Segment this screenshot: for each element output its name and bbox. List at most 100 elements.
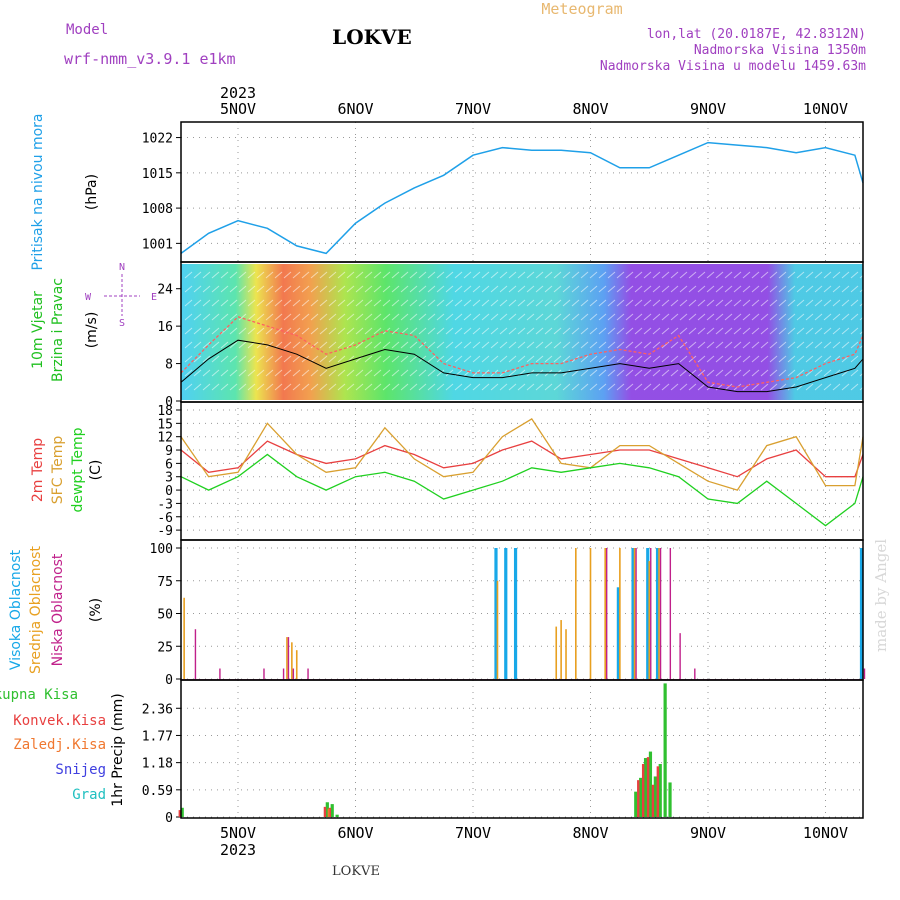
wind-barb — [211, 313, 220, 321]
wind-barb — [211, 271, 220, 279]
wind-barb — [400, 271, 409, 279]
precip-legend-2: Zaledj.Kisa — [13, 737, 106, 753]
cloud-bar — [287, 637, 290, 679]
wind-barb — [436, 327, 445, 335]
date-label-bottom: 10NOV — [803, 824, 848, 842]
wind-barb — [715, 355, 724, 363]
wind-barb — [796, 299, 805, 307]
wind-barb — [328, 383, 337, 391]
wind-barb — [454, 327, 463, 335]
precip-bar — [637, 780, 640, 817]
ylabel-cloud-1: Srednja Oblacnost — [28, 546, 44, 674]
wind-barb — [274, 355, 283, 363]
compass-east: E — [151, 292, 157, 303]
station-title: LOKVE — [332, 25, 412, 49]
wind-barb — [670, 355, 679, 363]
wind-barb — [481, 369, 490, 377]
wind-gust-line — [180, 316, 864, 388]
wind-barb — [409, 285, 418, 293]
date-label-top: 8NOV — [572, 100, 608, 118]
wind-barb — [364, 299, 373, 307]
wind-barb — [418, 313, 427, 321]
wind-barb — [571, 285, 580, 293]
y-tick-label: 75 — [157, 575, 173, 590]
wind-barb — [508, 285, 517, 293]
wind-barb — [445, 271, 454, 279]
wind-barb — [697, 327, 706, 335]
wind-barb — [490, 355, 499, 363]
wind-barb — [616, 355, 625, 363]
y-tick-label: -6 — [157, 511, 173, 526]
wind-barb — [391, 341, 400, 349]
wind-barb — [364, 313, 373, 321]
wind-barb — [778, 285, 787, 293]
wind-barb — [472, 369, 481, 377]
wind-barb — [733, 313, 742, 321]
wind-barb — [571, 341, 580, 349]
wind-barb — [292, 285, 301, 293]
wind-barb — [220, 327, 229, 335]
wind-barb — [796, 327, 805, 335]
wind-barb — [391, 369, 400, 377]
wind-barb — [697, 369, 706, 377]
wind-barb — [301, 327, 310, 335]
wind-barb — [805, 327, 814, 335]
wind-barb — [706, 271, 715, 279]
ylabel-temp-2: dewpt Temp — [70, 427, 86, 512]
wind-barb — [355, 327, 364, 335]
wind-barb — [778, 341, 787, 349]
wind-barb — [634, 369, 643, 377]
wind-barb — [607, 341, 616, 349]
ylabel-temp-3: (C) — [88, 460, 104, 481]
wind-barb — [670, 285, 679, 293]
wind-barb — [571, 313, 580, 321]
wind-barb — [697, 313, 706, 321]
y-tick-label: -9 — [157, 524, 173, 539]
wind-barb — [670, 313, 679, 321]
wind-barb — [688, 383, 697, 391]
wind-barb — [364, 369, 373, 377]
precip-bar — [663, 683, 667, 817]
wind-barb — [796, 355, 805, 363]
wind-barb — [733, 285, 742, 293]
wind-barb — [643, 383, 652, 391]
wind-barb — [319, 369, 328, 377]
wind-barb — [220, 341, 229, 349]
elevation-label: Nadmorska Visina 1350m — [694, 43, 866, 58]
wind-barb — [274, 327, 283, 335]
wind-barb — [769, 383, 778, 391]
wind-barb — [427, 355, 436, 363]
precip-bar — [641, 764, 645, 817]
wind-barb — [247, 355, 256, 363]
wind-barb — [481, 355, 490, 363]
wind-barb — [724, 327, 733, 335]
wind-barb — [463, 271, 472, 279]
wind-barb — [400, 313, 409, 321]
wind-barb — [499, 355, 508, 363]
wind-barb — [229, 313, 238, 321]
wind-barb — [544, 355, 553, 363]
wind-barb — [202, 271, 211, 279]
wind-barb — [769, 271, 778, 279]
precip-bar — [656, 766, 660, 817]
wind-barb — [517, 313, 526, 321]
wind-barb — [283, 313, 292, 321]
wind-barb — [418, 299, 427, 307]
wind-barb — [193, 271, 202, 279]
wind-barb — [562, 355, 571, 363]
wind-barb — [319, 355, 328, 363]
wind-barb — [472, 341, 481, 349]
wind-barb — [562, 369, 571, 377]
wind-barb — [643, 271, 652, 279]
wind-barb — [841, 341, 850, 349]
wind-barb — [256, 341, 265, 349]
y-tick-label: 100 — [150, 542, 173, 557]
wind-barb — [328, 341, 337, 349]
wind-barb — [634, 355, 643, 363]
wind-barb — [760, 341, 769, 349]
wind-barb — [508, 341, 517, 349]
wind-barb — [742, 369, 751, 377]
wind-barb — [616, 299, 625, 307]
wind-barb — [679, 299, 688, 307]
